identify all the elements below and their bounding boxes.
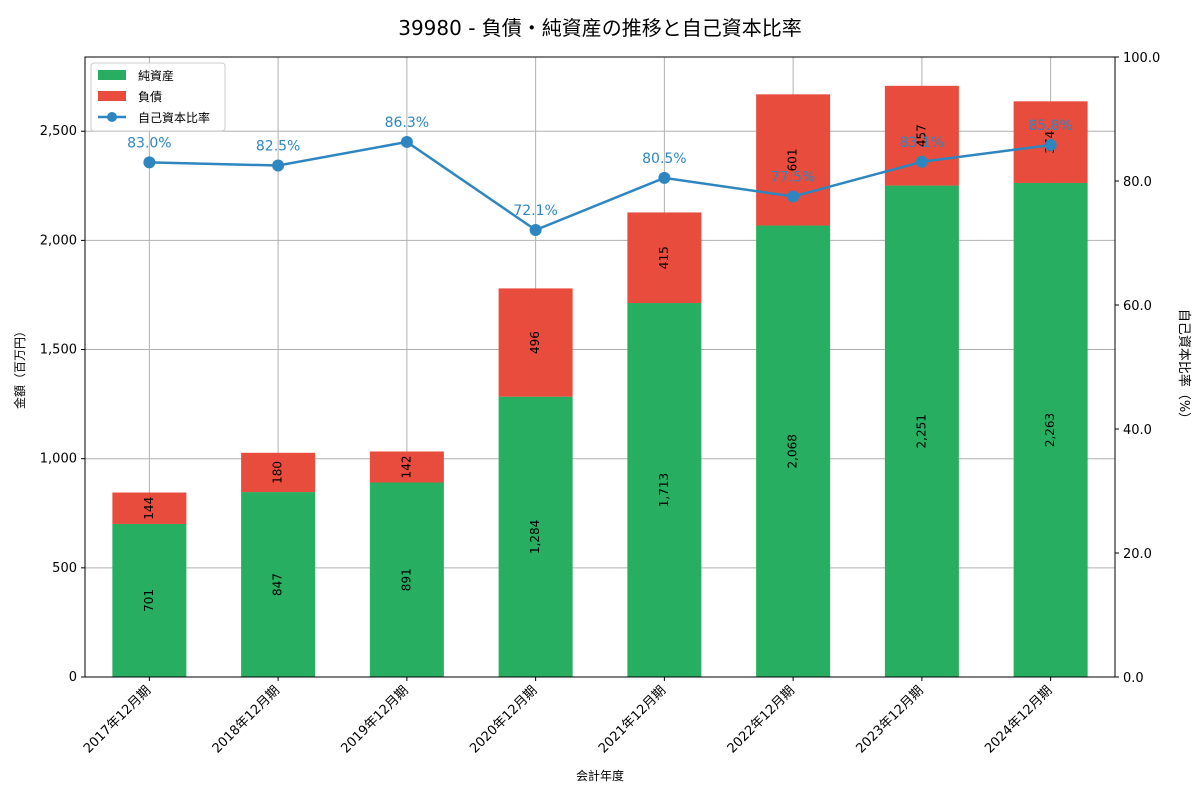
ratio-label: 82.5% <box>256 139 300 155</box>
legend-swatch-net-assets <box>98 70 126 80</box>
bar-label: 2,068 <box>786 434 800 468</box>
x-axis-label: 会計年度 <box>576 768 624 783</box>
bar-net-assets <box>112 523 187 677</box>
ratio-label: 85.8% <box>1028 118 1072 134</box>
x-tick-label: 2023年12月期 <box>853 683 926 756</box>
ratio-label: 86.3% <box>385 115 429 131</box>
y2-tick-label: 100.0 <box>1123 51 1160 66</box>
ratio-label: 77.5% <box>771 170 815 186</box>
x-tick-label: 2018年12月期 <box>210 683 283 756</box>
bar-label: 415 <box>657 246 671 269</box>
bar-net-assets <box>241 492 316 677</box>
bar-net-assets <box>627 303 702 677</box>
bar-net-assets <box>1013 182 1088 677</box>
legend-swatch-liabilities <box>98 91 126 101</box>
bar-liabilities <box>756 94 831 226</box>
x-tick-label: 2022年12月期 <box>725 683 798 756</box>
bar-label: 180 <box>271 461 285 484</box>
y2-tick-label: 20.0 <box>1123 547 1152 562</box>
ratio-marker <box>400 135 413 148</box>
y-tick-label: 1,500 <box>40 343 77 358</box>
ratio-label: 72.1% <box>513 203 557 219</box>
bar-label: 1,284 <box>528 520 542 554</box>
bar-label: 601 <box>786 148 800 171</box>
y-tick-label: 500 <box>52 561 77 576</box>
ratio-label: 83.1% <box>900 135 944 151</box>
bar-label: 2,263 <box>1043 413 1057 447</box>
legend-label: 自己資本比率 <box>138 110 210 125</box>
ratio-marker <box>272 159 285 172</box>
y2-tick-label: 80.0 <box>1123 175 1152 190</box>
bar-label: 847 <box>271 573 285 596</box>
bar-label: 2,251 <box>914 414 928 448</box>
legend-marker-ratio <box>107 112 117 122</box>
y2-tick-label: 40.0 <box>1123 423 1152 438</box>
bar-label: 457 <box>914 124 928 147</box>
ratio-label: 80.5% <box>642 151 686 167</box>
bar-label: 1,713 <box>657 473 671 507</box>
bar-net-assets <box>756 225 831 677</box>
y-tick-label: 0 <box>69 670 77 685</box>
y-tick-label: 1,000 <box>40 452 77 467</box>
ratio-marker <box>915 155 928 168</box>
bar-label: 142 <box>399 456 413 479</box>
legend-label: 純資産 <box>138 68 174 83</box>
y2-axis-label: 自己資本比率（%） <box>1176 309 1192 425</box>
y2-tick-label: 0.0 <box>1123 671 1144 686</box>
plot-frame <box>84 56 1116 678</box>
bar-liabilities <box>241 452 316 493</box>
y-tick-label: 2,000 <box>40 233 77 248</box>
legend-label: 負債 <box>138 89 162 104</box>
x-tick-label: 2019年12月期 <box>338 683 411 756</box>
bar-net-assets <box>369 482 444 677</box>
bar-liabilities <box>369 451 444 483</box>
bar-label: 496 <box>528 331 542 354</box>
x-tick-label: 2017年12月期 <box>81 683 154 756</box>
x-tick-label: 2021年12月期 <box>596 683 669 756</box>
ratio-marker <box>143 156 156 169</box>
y-axis-label: 金額（百万円） <box>12 325 27 409</box>
y2-tick-label: 60.0 <box>1123 299 1152 314</box>
y-tick-label: 2,500 <box>40 124 77 139</box>
ratio-marker <box>529 223 542 236</box>
ratio-marker <box>787 190 800 203</box>
bar-liabilities <box>627 212 702 304</box>
bar-label: 701 <box>142 589 156 612</box>
ratio-marker <box>658 171 671 184</box>
bar-liabilities <box>498 288 573 397</box>
ratio-line <box>149 140 1051 232</box>
ratio-label: 83.0% <box>127 135 171 151</box>
bar-label: 891 <box>399 568 413 591</box>
ratio-marker <box>1044 139 1057 152</box>
bar-net-assets <box>498 396 573 677</box>
bar-liabilities <box>112 492 187 524</box>
x-tick-label: 2020年12月期 <box>467 683 540 756</box>
bar-label: 144 <box>142 497 156 520</box>
chart-title: 39980 - 負債・純資産の推移と自己資本比率 <box>398 16 802 40</box>
x-tick-label: 2024年12月期 <box>982 683 1055 756</box>
bar-net-assets <box>884 185 959 677</box>
